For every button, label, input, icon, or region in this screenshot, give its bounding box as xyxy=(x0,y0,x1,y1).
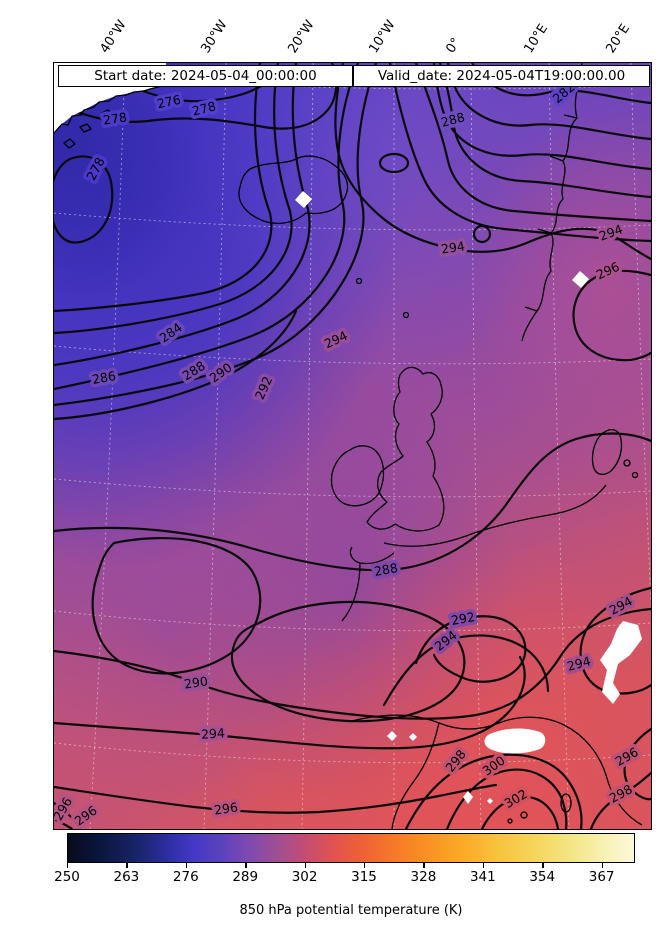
colorbar-tick-label: 341 xyxy=(469,869,496,885)
colorbar-tick-mark xyxy=(601,863,603,868)
contour-lines xyxy=(54,63,651,829)
colorbar-tick-mark xyxy=(67,863,69,868)
longitude-tick-label: 10°E xyxy=(521,21,552,56)
denmark-coast xyxy=(591,428,623,476)
start-date-box: Start date: 2024-05-04_00:00:00 xyxy=(58,65,353,87)
biscay-coast xyxy=(341,562,361,622)
ireland-coast xyxy=(330,445,385,507)
colorbar-tick-mark xyxy=(542,863,544,868)
colorbar-label: 850 hPa potential temperature (K) xyxy=(239,903,463,918)
colorbar-tick-mark xyxy=(364,863,366,868)
longitude-tick-label: 30°W xyxy=(198,17,231,56)
colorbar-tick-mark xyxy=(423,863,425,868)
alps-patch xyxy=(484,728,546,754)
east-alps-patch xyxy=(600,621,642,704)
iceland-glacier-patch xyxy=(295,191,312,208)
colorbar-tick-mark xyxy=(304,863,306,868)
colorbar-tick-mark xyxy=(185,863,188,868)
colorbar-tick-mark xyxy=(126,863,128,868)
spain-east-coast xyxy=(391,722,440,829)
colorbar-tick-mark xyxy=(245,863,247,868)
greenland-coast xyxy=(54,84,165,134)
norway-coast xyxy=(521,63,583,342)
colorbar-tick-mark xyxy=(482,863,485,868)
longitude-tick-label: 0° xyxy=(443,35,465,56)
colorbar xyxy=(67,833,635,863)
norway-patch xyxy=(572,271,589,288)
colorbar-tick-label: 276 xyxy=(172,869,199,885)
corsica xyxy=(560,793,572,813)
top-longitude-axis: 40°W 30°W 20°W 10°W 0° 10°E 20°E xyxy=(0,0,659,62)
colorbar-tick-label: 367 xyxy=(588,869,615,885)
colorbar-tick-label: 315 xyxy=(351,869,377,885)
britain-coast xyxy=(366,366,445,532)
colorbar-tick-label: 302 xyxy=(291,869,318,885)
northsea-coast xyxy=(383,484,607,547)
colorbar-tick-label: 263 xyxy=(113,869,140,885)
longitude-tick-label: 20°E xyxy=(603,21,634,56)
colorbar-tick-label: 328 xyxy=(410,869,437,885)
valid-date-box: Valid_date: 2024-05-04T19:00:00.00 xyxy=(353,65,650,87)
graticule xyxy=(54,63,651,829)
longitude-tick-label: 10°W xyxy=(366,17,399,56)
map-canvas: 276 278 278 278 282 288 294 294 296 284 286 288 290 2… xyxy=(53,62,652,830)
contour-label: 294 xyxy=(201,725,226,742)
mediterranean-coast xyxy=(351,714,643,826)
temperature-field xyxy=(54,63,651,829)
left-latitude-axis: 65°N60°N55°N50°N45°N40°N xyxy=(0,0,53,830)
colorbar-tick-label: 289 xyxy=(232,869,259,885)
longitude-tick-label: 40°W xyxy=(97,17,130,56)
colorbar-tick-label: 354 xyxy=(529,869,556,885)
colorbar-tick-label: 250 xyxy=(54,869,80,885)
longitude-tick-label: 20°W xyxy=(285,17,318,56)
data-gap-patches xyxy=(295,191,642,804)
iceland-coast xyxy=(238,155,349,224)
